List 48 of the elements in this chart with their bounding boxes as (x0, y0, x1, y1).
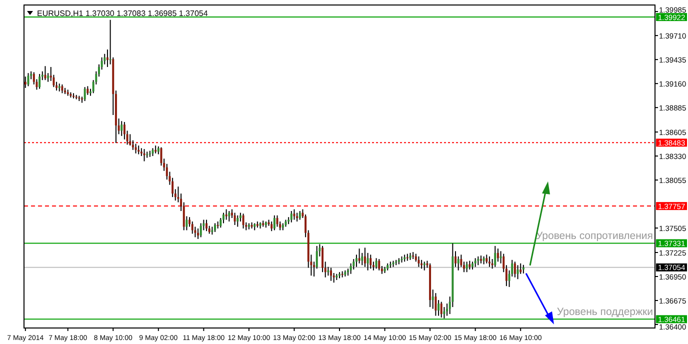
candlestick (44, 66, 46, 81)
candlestick (496, 248, 499, 262)
candlestick (273, 214, 276, 231)
candlestick (488, 256, 490, 268)
candlestick (438, 300, 440, 316)
candlestick (225, 208, 228, 220)
annotation: Уровень поддержки (556, 306, 654, 318)
candlestick (270, 220, 273, 232)
candlestick (234, 212, 236, 226)
candlestick (84, 86, 86, 102)
candlestick (418, 256, 420, 268)
candlestick (330, 267, 332, 282)
candlestick (81, 96, 83, 104)
candlestick (434, 292, 437, 316)
candlestick (134, 143, 137, 154)
candlestick (191, 220, 194, 234)
candlestick (146, 151, 148, 158)
candlestick (350, 262, 352, 274)
candlestick (454, 250, 457, 268)
candlestick (222, 212, 224, 224)
candlestick (242, 213, 244, 229)
candlestick (389, 261, 392, 268)
candlestick (494, 245, 496, 268)
candlestick (206, 219, 208, 232)
candlestick (38, 73, 41, 90)
candlestick (352, 258, 355, 270)
candlestick (440, 301, 442, 318)
candlestick (236, 214, 239, 228)
candlestick (358, 248, 360, 264)
candlestick (378, 258, 380, 271)
text: EURUSD,H1 1.37030 1.37083 1.36985 1.37054 (37, 9, 208, 18)
candlestick (514, 261, 516, 278)
candlestick (129, 134, 132, 146)
candlestick (375, 258, 378, 270)
candlestick (370, 254, 372, 270)
candlestick (466, 261, 468, 273)
candlestick (197, 228, 200, 240)
candlestick (200, 222, 202, 238)
candlestick (228, 210, 230, 222)
candlestick (366, 252, 369, 271)
candlestick (364, 247, 366, 268)
candlestick (120, 120, 123, 136)
annotation: Уровень сопротивления (536, 230, 653, 242)
candlestick (361, 252, 364, 266)
candlestick (516, 264, 519, 280)
candlestick (293, 208, 296, 220)
candlestick (457, 256, 460, 271)
candlestick (290, 210, 292, 223)
